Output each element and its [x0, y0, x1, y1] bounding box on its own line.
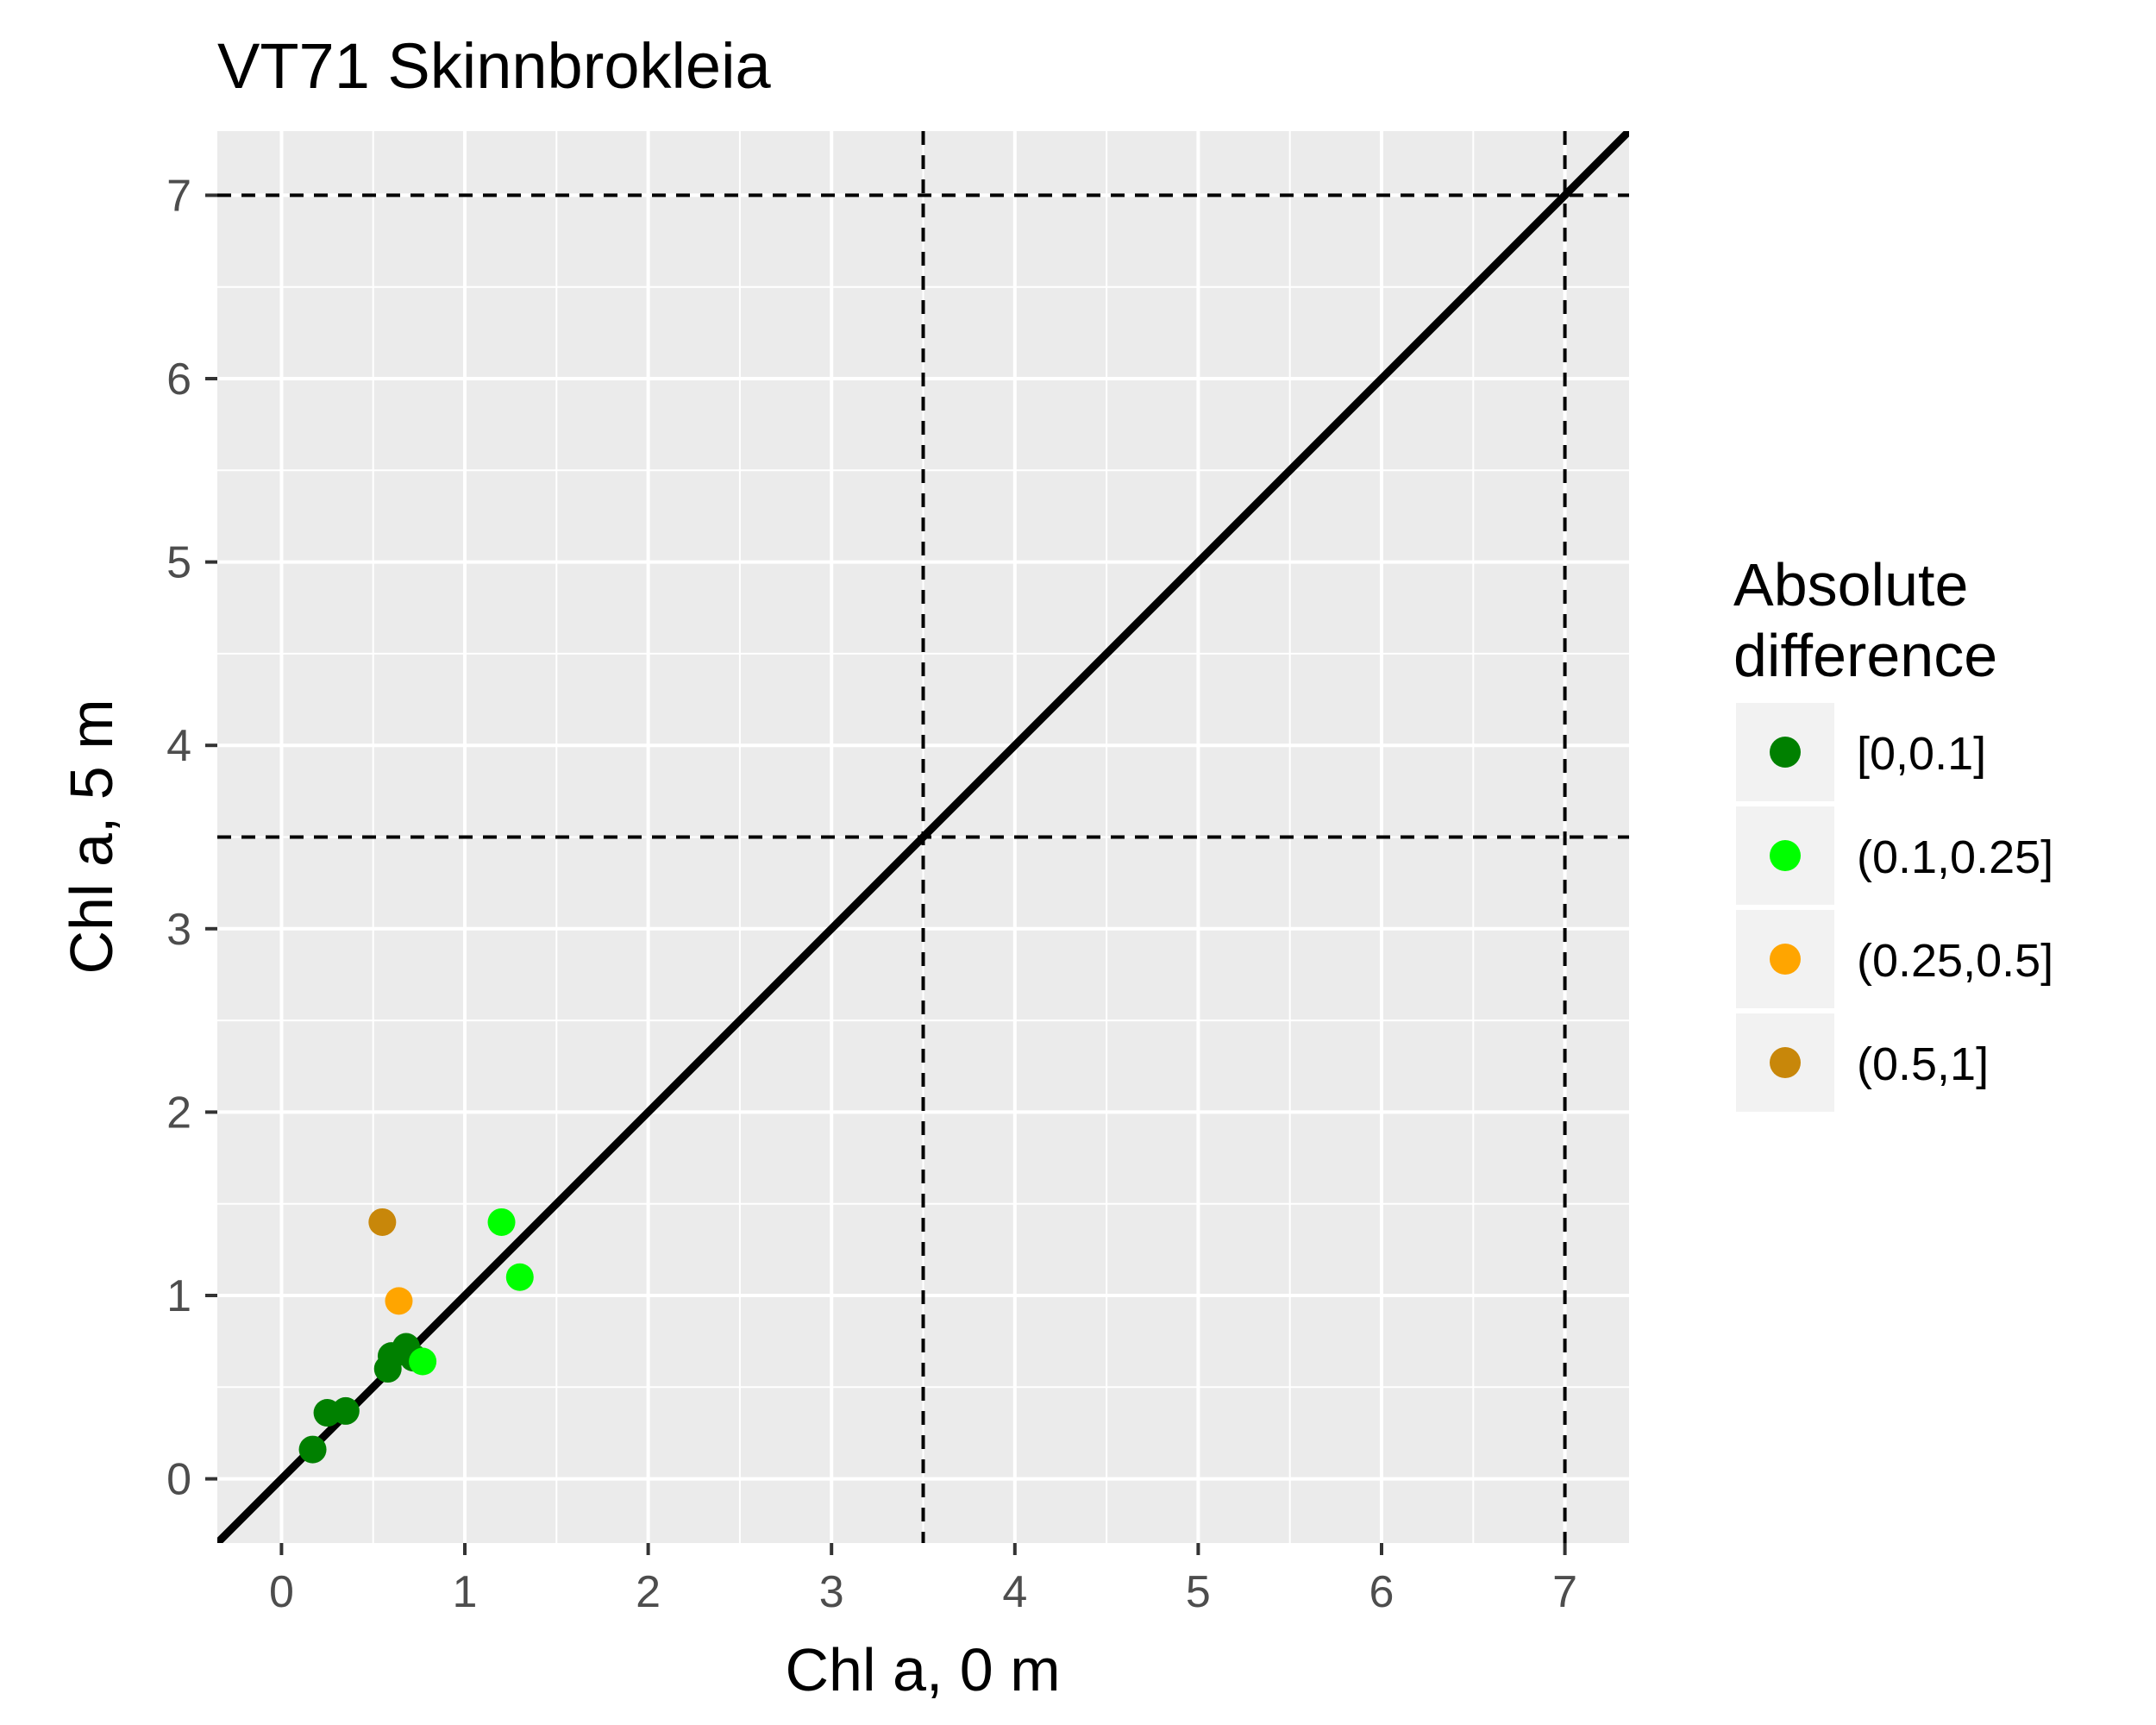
legend-title-line-2: difference [1733, 622, 1997, 689]
y-axis-ticks: 0 1 2 3 4 5 6 7 [166, 171, 217, 1505]
legend-label: (0.5,1] [1857, 1038, 1989, 1090]
legend-keys: [0,0.1] (0.1,0.25] (0.25,0.5] (0.5,1] [1736, 703, 2053, 1112]
y-tick-label: 3 [166, 905, 191, 955]
legend: Absolute difference [0,0.1] (0.1,0.25] (0.… [1733, 551, 2053, 1112]
x-tick-label: 6 [1369, 1567, 1395, 1617]
x-tick-label: 5 [1186, 1567, 1211, 1617]
data-point [487, 1208, 516, 1236]
y-tick-label: 7 [166, 171, 191, 221]
x-tick-label: 2 [636, 1567, 661, 1617]
data-point [409, 1347, 437, 1376]
y-tick-label: 0 [166, 1455, 191, 1505]
data-point [385, 1287, 413, 1315]
legend-label: [0,0.1] [1857, 728, 1986, 780]
legend-key-dot [1770, 1047, 1801, 1078]
chart-title: VT71 Skinnbrokleia [217, 30, 772, 102]
legend-key-dot [1770, 840, 1801, 871]
legend-title-line-1: Absolute [1733, 551, 1968, 618]
x-axis-ticks: 0 1 2 3 4 5 6 7 [269, 1543, 1577, 1617]
x-tick-label: 4 [1002, 1567, 1027, 1617]
x-axis-title: Chl a, 0 m [786, 1636, 1061, 1703]
data-points [298, 1208, 534, 1464]
legend-label: (0.1,0.25] [1857, 831, 2053, 883]
reference-lines [217, 131, 1629, 1543]
legend-key-dot [1770, 944, 1801, 975]
x-tick-label: 1 [453, 1567, 478, 1617]
x-tick-label: 0 [269, 1567, 294, 1617]
x-tick-label: 7 [1552, 1567, 1577, 1617]
identity-line [217, 131, 1629, 1543]
y-tick-label: 1 [166, 1271, 191, 1321]
legend-label: (0.25,0.5] [1857, 935, 2053, 987]
legend-title: Absolute difference [1733, 551, 1997, 689]
y-tick-label: 5 [166, 538, 191, 588]
y-tick-label: 2 [166, 1088, 191, 1138]
legend-key-dot [1770, 737, 1801, 768]
data-point [368, 1208, 397, 1236]
x-tick-label: 3 [819, 1567, 844, 1617]
data-point [298, 1435, 327, 1464]
y-tick-label: 6 [166, 354, 191, 405]
y-tick-label: 4 [166, 721, 191, 771]
data-point [505, 1263, 534, 1291]
data-point [331, 1396, 360, 1425]
y-axis-title: Chl a, 5 m [58, 699, 125, 975]
